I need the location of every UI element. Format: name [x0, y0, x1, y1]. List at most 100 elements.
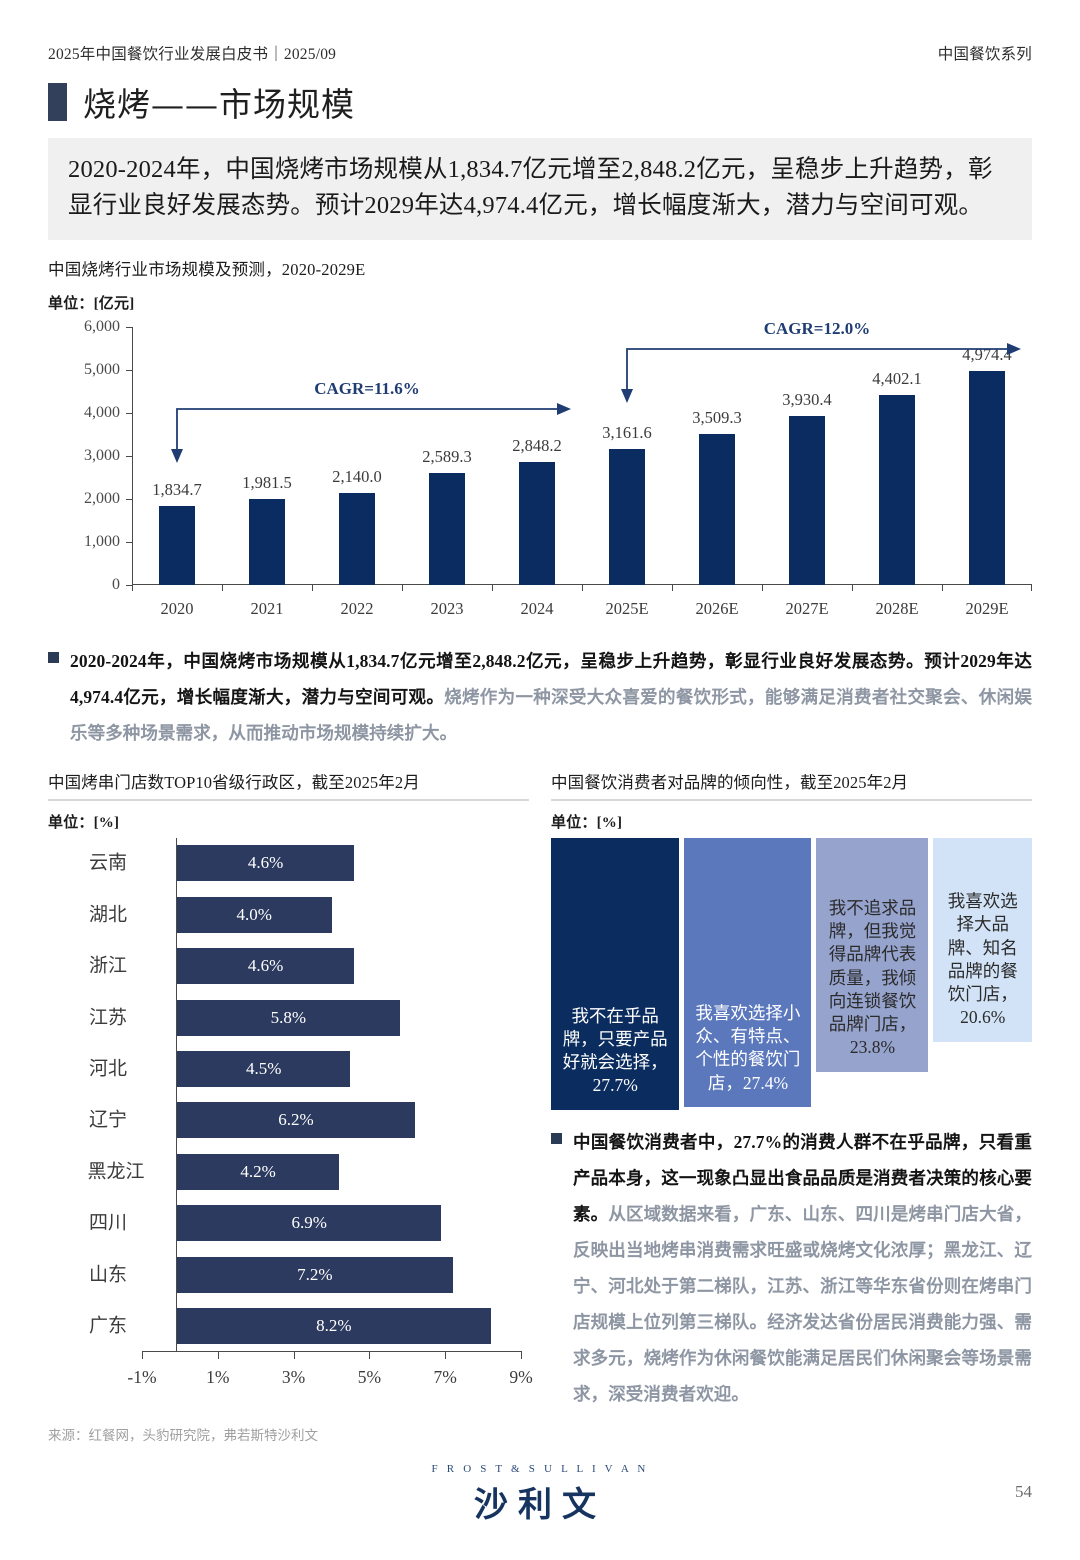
chart1-bar — [969, 370, 1005, 585]
chart1-y-tick-label: 5,000 — [84, 360, 120, 378]
brand-preference-segment-label: 我喜欢选择小众、有特点、个性的餐饮门店，27.4% — [695, 1002, 801, 1093]
hb-value-label: 4.6% — [247, 956, 284, 976]
bullet-paragraph-1: 2020-2024年，中国烧烤市场规模从1,834.7亿元增至2,848.2亿元… — [48, 643, 1032, 751]
hb-x-tick-label: 7% — [433, 1366, 457, 1387]
hb-value-label: 4.6% — [247, 853, 284, 873]
chart1-value-label: 1,834.7 — [152, 479, 202, 499]
chart1-y-tick — [126, 326, 133, 328]
right-title-rule — [551, 798, 1032, 801]
hb-category-label: 江苏 — [88, 1006, 127, 1028]
chart1-x-tick — [672, 583, 673, 591]
chart1-x-tick — [942, 583, 943, 591]
market-size-bar-chart: 0 1,000 2,000 3,000 4,000 5,000 6,000 1,834.7 20… — [48, 317, 1032, 629]
hb-x-tick — [369, 1350, 371, 1359]
hb-category-label: 辽宁 — [88, 1109, 127, 1131]
chart1-value-label: 2,589.3 — [422, 447, 472, 467]
brand-preference-segment-label: 我不追求品牌，但我觉得品牌代表质量，我倾向连锁餐饮品牌门店，23.8% — [828, 897, 917, 1058]
logo-shaliwen-text: 沙利文 — [474, 1485, 606, 1525]
chart1-bar — [339, 492, 375, 585]
chart1-bar — [789, 415, 825, 585]
bullet-2-text: 中国餐饮消费者中，27.7%的消费人群不在乎品牌，只看重产品本身，这一现象凸显出… — [573, 1124, 1032, 1412]
page-header: 2025年中国餐饮行业发展白皮书｜2025/09 中国餐饮系列 — [48, 0, 1032, 64]
hb-value-label: 7.2% — [297, 1264, 333, 1284]
left-column: 中国烤串门店数TOP10省级行政区，截至2025年2月 单位：[%] 云南 4.6… — [48, 769, 533, 1412]
hb-x-tick — [521, 1350, 522, 1359]
chart1-x-tick-label: 2029E — [965, 598, 1009, 618]
chart1-bar — [249, 499, 285, 585]
brand-preference-chart: 我不在乎品牌，只要产品好就会选择，27.7% 我喜欢选择小众、有特点、个性的餐饮门… — [551, 837, 1033, 1110]
hb-bar — [177, 1307, 491, 1344]
hb-x-tick-label: -1% — [127, 1366, 157, 1387]
chart1-x-tick-label: 2028E — [875, 598, 919, 618]
hb-value-label: 4.0% — [236, 904, 272, 924]
chart1-x-tick — [402, 583, 403, 591]
hb-value-label: 4.2% — [240, 1161, 276, 1181]
brand-logo: F R O S T & S U L L I V A N 沙利文 — [0, 1463, 1080, 1526]
chart1-x-tick-label: 2021 — [250, 598, 284, 618]
hb-bar — [177, 896, 332, 933]
summary-box: 2020-2024年，中国烧烤市场规模从1,834.7亿元增至2,848.2亿元… — [48, 138, 1032, 240]
two-column-section: 中国烤串门店数TOP10省级行政区，截至2025年2月 单位：[%] 云南 4.6… — [48, 769, 1033, 1412]
hb-category-label: 四川 — [88, 1212, 127, 1234]
chart1-x-tick-label: 2026E — [695, 598, 739, 618]
hb-x-tick — [445, 1350, 447, 1359]
chart1-bar — [429, 473, 465, 585]
chart1-value-label: 3,509.3 — [692, 407, 742, 427]
hb-category-label: 浙江 — [88, 955, 127, 977]
chart1-title: 中国烧烤行业市场规模及预测，2020-2029E — [48, 259, 366, 279]
hb-y-axis — [176, 837, 177, 1352]
chart1-y-tick — [126, 412, 133, 414]
hb-bar — [177, 1153, 340, 1190]
hb-x-tick-label: 1% — [206, 1366, 230, 1387]
chart1-y-tick-label: 1,000 — [84, 532, 120, 550]
chart1-x-tick-label: 2020 — [160, 598, 194, 618]
chart1-bar — [699, 433, 735, 585]
chart1-y-tick-label: 4,000 — [84, 403, 120, 421]
left-title-rule — [48, 798, 529, 801]
hb-x-tick-label: 5% — [357, 1366, 382, 1387]
hb-category-label: 河北 — [88, 1058, 127, 1080]
hb-value-label: 6.2% — [278, 1110, 314, 1130]
brand-preference-segment: 我喜欢选择小众、有特点、个性的餐饮门店，27.4% — [684, 837, 812, 1107]
page-number: 54 — [1015, 1482, 1032, 1501]
brand-preference-segment-label: 我喜欢选择大品牌、知名品牌的餐饮门店，20.6% — [947, 891, 1018, 1028]
chart1-value-label: 3,930.4 — [782, 389, 832, 409]
chart1-x-tick — [762, 583, 763, 591]
chart1-value-label: 1,981.5 — [242, 473, 292, 493]
left-chart-unit: 单位：[%] — [48, 814, 120, 831]
chart1-x-tick-label: 2024 — [520, 598, 554, 618]
hb-category-label: 云南 — [88, 852, 127, 874]
chart1-bar — [879, 395, 915, 585]
hb-x-tick — [142, 1350, 143, 1359]
logo-frost-sullivan-text: F R O S T & S U L L I V A N — [431, 1463, 649, 1475]
brand-preference-segment-label: 我不在乎品牌，只要产品好就会选择，27.7% — [562, 1005, 668, 1096]
cagr-annotation-label: CAGR=12.0% — [763, 318, 871, 338]
hb-bar — [177, 1256, 453, 1293]
chart1-x-tick — [582, 583, 583, 591]
source-line: 来源：红餐网，头豹研究院，弗若斯特沙利文 — [48, 1428, 318, 1443]
chart1-x-tick — [222, 583, 223, 591]
hb-x-tick-label: 9% — [509, 1366, 533, 1387]
chart1-y-tick-label: 2,000 — [84, 489, 120, 507]
bullet-2-strong: 中国餐饮消费者中，27.7%的消费人群不在乎品牌，只看重产品本身，这一现象凸显出… — [573, 1131, 1032, 1224]
chart1-unit-label: 单位：[亿元] — [48, 295, 135, 312]
hb-bar — [177, 1102, 415, 1139]
right-chart-title: 中国餐饮消费者对品牌的倾向性，截至2025年2月 — [551, 772, 909, 792]
hb-x-axis — [142, 1350, 521, 1352]
chart1-bar — [159, 505, 195, 585]
chart1-y-tick-label: 3,000 — [84, 446, 120, 464]
hb-category-label: 黑龙江 — [87, 1161, 145, 1183]
chart1-bar — [519, 462, 555, 585]
chart1-y-tick — [126, 455, 133, 457]
right-chart-unit: 单位：[%] — [551, 814, 623, 831]
chart1-value-label: 3,161.6 — [602, 422, 652, 442]
hb-bar — [177, 999, 400, 1036]
header-document-title: 2025年中国餐饮行业发展白皮书｜2025/09 — [48, 46, 337, 63]
hb-x-tick-label: 3% — [281, 1366, 306, 1387]
brand-preference-segment: 我不在乎品牌，只要产品好就会选择，27.7% — [551, 837, 680, 1110]
chart1-y-tick-label: 6,000 — [84, 317, 120, 335]
chart1-value-label: 2,848.2 — [512, 436, 562, 456]
bullet-1-text: 2020-2024年，中国烧烤市场规模从1,834.7亿元增至2,848.2亿元… — [70, 643, 1032, 751]
hb-bar — [177, 948, 355, 985]
